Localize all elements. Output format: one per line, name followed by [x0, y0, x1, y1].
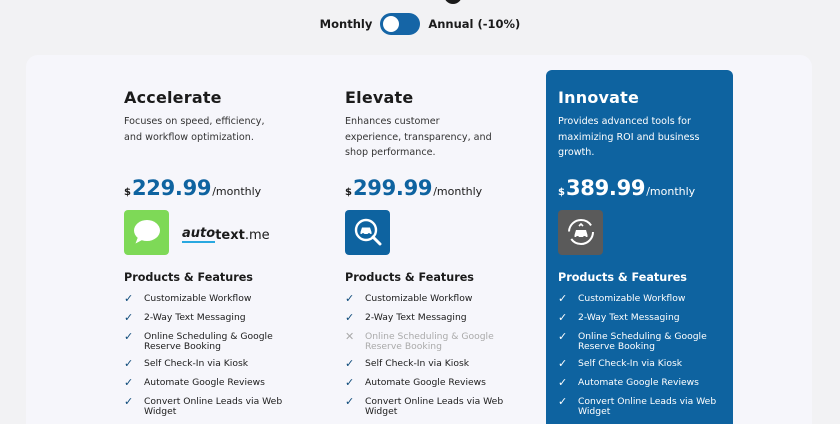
feature-item: ✓ Self Check-In via Kiosk: [558, 357, 728, 378]
feature-item: ✓ 2-Way Text Messaging: [345, 311, 515, 332]
check-icon: ✓: [558, 292, 568, 305]
plan-name: Innovate: [558, 88, 640, 107]
feature-label: Automate Google Reviews: [578, 377, 699, 388]
feature-label: Customizable Workflow: [578, 293, 686, 304]
feature-list: ✓ Customizable Workflow ✓ 2-Way Text Messa…: [124, 292, 294, 424]
feature-item: ✓ Customizable Workflow: [345, 292, 515, 313]
plan-price: $ 229.99 /monthly: [124, 176, 294, 200]
plan-description: Provides advanced tools for maximizing R…: [558, 116, 700, 158]
feature-label: 2-Way Text Messaging: [144, 312, 246, 323]
feature-label: Online Scheduling & Google Reserve Booki…: [144, 331, 273, 352]
check-icon: ✓: [345, 357, 355, 370]
price-period: /monthly: [212, 185, 262, 198]
check-icon: ✓: [345, 292, 355, 305]
feature-item: ✓ Automate Google Reviews: [558, 376, 728, 397]
feature-label: 2-Way Text Messaging: [365, 312, 467, 323]
check-icon: ✓: [558, 330, 568, 343]
check-icon: ✓: [124, 292, 134, 305]
feature-label: Self Check-In via Kiosk: [365, 358, 470, 369]
plan-price: $ 389.99 /monthly: [558, 176, 728, 200]
feature-item: ✓ Convert Online Leads via Web Widget: [558, 395, 728, 424]
billing-switch[interactable]: [380, 13, 421, 35]
heading-fragment: [444, 0, 462, 4]
car-cycle-icon: [558, 209, 603, 255]
feature-item: ✓ Automate Google Reviews: [124, 376, 294, 397]
monthly-label[interactable]: Monthly: [319, 17, 373, 31]
feature-item: ✓ 2-Way Text Messaging: [558, 311, 728, 332]
feature-label: Automate Google Reviews: [365, 377, 486, 388]
plan-logos: [345, 209, 515, 255]
cross-icon: ✕: [345, 330, 355, 343]
check-icon: ✓: [558, 357, 568, 370]
check-icon: ✓: [558, 395, 568, 408]
feature-item: ✓ Customizable Workflow: [558, 292, 728, 313]
price-amount: 229.99: [131, 176, 212, 200]
feature-item: ✓ Online Scheduling & Google Reserve Book…: [558, 330, 728, 359]
plan-card-accelerate: Accelerate Focuses on speed, efficiency,…: [112, 70, 299, 424]
feature-list: ✓ Customizable Workflow ✓ 2-Way Text Messa…: [558, 292, 728, 424]
feature-label: Self Check-In via Kiosk: [144, 358, 249, 369]
price-amount: 299.99: [352, 176, 433, 200]
plan-price: $ 299.99 /monthly: [345, 176, 515, 200]
switch-knob: [383, 16, 400, 32]
feature-label: 2-Way Text Messaging: [578, 312, 680, 323]
feature-item-excluded: ✕ Online Scheduling & Google Reserve Book…: [345, 330, 515, 359]
price-currency: $: [558, 187, 565, 198]
features-heading: Products & Features: [558, 271, 687, 284]
check-icon: ✓: [345, 395, 355, 408]
feature-label: Convert Online Leads via Web Widget: [365, 396, 504, 417]
feature-item: ✓ Online Scheduling & Google Reserve Book…: [124, 330, 294, 359]
billing-toggle: Monthly Annual (-10%): [0, 13, 840, 35]
plan-name: Accelerate: [124, 88, 222, 107]
autotext-logo: auto text .me: [182, 221, 270, 243]
plan-logos: [558, 209, 728, 255]
autotext-logo-part2: text: [215, 228, 245, 243]
feature-label: Customizable Workflow: [365, 293, 473, 304]
feature-item: ✓ Convert Online Leads via Web Widget: [124, 395, 294, 424]
autotext-logo-part3: .me: [244, 228, 270, 243]
feature-item: ✓ Customizable Workflow: [124, 292, 294, 313]
feature-item: ✓ 2-Way Text Messaging: [124, 311, 294, 332]
feature-label: Customizable Workflow: [144, 293, 252, 304]
plan-name: Elevate: [345, 88, 414, 107]
feature-label: Self Check-In via Kiosk: [578, 358, 683, 369]
plan-card-innovate: Innovate Provides advanced tools for max…: [546, 70, 733, 424]
autotext-logo-part1: auto: [182, 226, 216, 243]
check-icon: ✓: [124, 311, 134, 324]
check-icon: ✓: [124, 330, 134, 343]
messages-app-icon: [124, 209, 169, 255]
car-inspection-icon: [345, 209, 390, 255]
feature-label: Online Scheduling & Google Reserve Booki…: [365, 331, 494, 352]
feature-item: ✓ Automate Google Reviews: [345, 376, 515, 397]
plan-description: Focuses on speed, efficiency, and workfl…: [124, 116, 265, 143]
price-period: /monthly: [433, 185, 483, 198]
price-currency: $: [345, 187, 352, 198]
check-icon: ✓: [345, 376, 355, 389]
feature-label: Automate Google Reviews: [144, 377, 265, 388]
feature-item: ✓ Convert Online Leads via Web Widget: [345, 395, 515, 424]
feature-label: Online Scheduling & Google Reserve Booki…: [578, 331, 707, 352]
price-amount: 389.99: [565, 176, 646, 200]
feature-item: ✓ Self Check-In via Kiosk: [345, 357, 515, 378]
check-icon: ✓: [124, 376, 134, 389]
feature-list: ✓ Customizable Workflow ✓ 2-Way Text Messa…: [345, 292, 515, 424]
price-period: /monthly: [646, 185, 696, 198]
feature-label: Convert Online Leads via Web Widget: [578, 396, 717, 417]
check-icon: ✓: [124, 357, 134, 370]
check-icon: ✓: [124, 395, 134, 408]
annual-label[interactable]: Annual (-10%): [428, 17, 521, 31]
check-icon: ✓: [558, 311, 568, 324]
price-currency: $: [124, 187, 131, 198]
features-heading: Products & Features: [345, 271, 474, 284]
feature-item: ✓ Self Check-In via Kiosk: [124, 357, 294, 378]
feature-label: Convert Online Leads via Web Widget: [144, 396, 283, 417]
check-icon: ✓: [345, 311, 355, 324]
check-icon: ✓: [558, 376, 568, 389]
plan-description: Enhances customer experience, transparen…: [345, 116, 492, 158]
features-heading: Products & Features: [124, 271, 253, 284]
plan-card-elevate: Elevate Enhances customer experience, tr…: [333, 70, 520, 424]
plan-logos: auto text .me: [124, 209, 294, 255]
